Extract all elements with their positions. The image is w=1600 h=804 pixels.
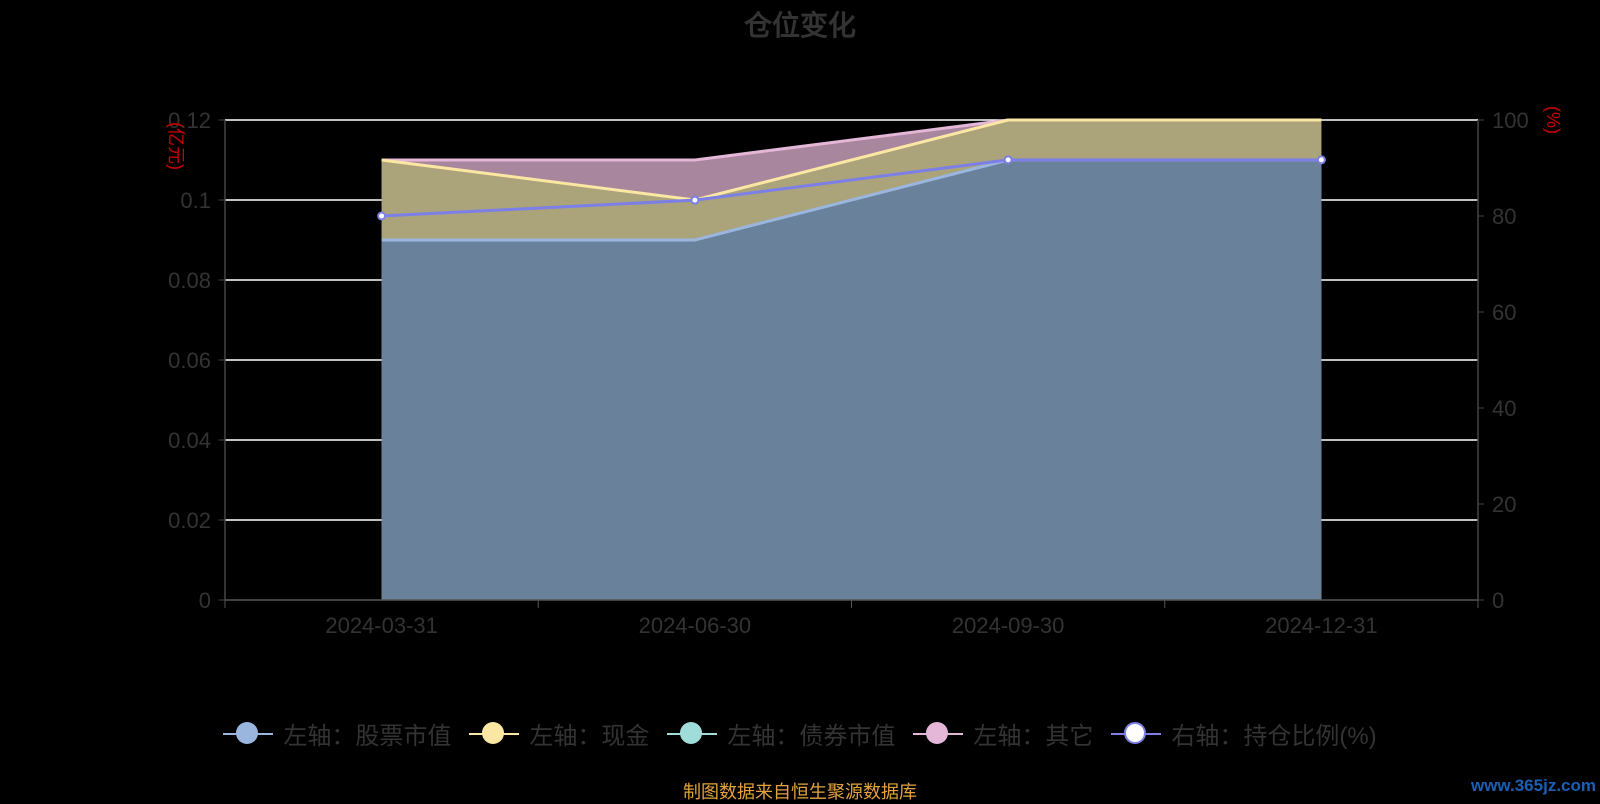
legend-swatch	[223, 719, 274, 749]
legend-label: 左轴：债券市值	[727, 723, 896, 750]
legend-swatch	[913, 719, 964, 749]
watermark: www.365jz.com	[1470, 776, 1596, 795]
right-tick-label: 100	[1492, 108, 1529, 133]
ratio-series	[377, 155, 1326, 221]
legend-label: 右轴：持仓比例(%)	[1171, 723, 1377, 750]
legend: 左轴：股票市值 左轴：现金 左轴：债券市值 左轴：其它 右轴：持仓比例(%)	[0, 716, 1600, 751]
ratio-point	[377, 211, 387, 221]
left-tick-label: 0.06	[168, 348, 211, 373]
legend-marker-icon	[236, 721, 259, 744]
right-axis-unit: (%)	[1543, 106, 1563, 134]
ratio-point	[1003, 155, 1013, 165]
legend-swatch	[667, 719, 718, 749]
right-tick-label: 80	[1492, 204, 1516, 229]
legend-marker-icon	[926, 721, 949, 744]
x-tick-label: 2024-03-31	[325, 613, 438, 638]
x-tick-label: 2024-09-30	[952, 613, 1065, 638]
legend-item-stock[interactable]: 左轴：股票市值	[223, 716, 451, 751]
right-tick-label: 40	[1492, 396, 1516, 421]
area-series	[381, 118, 1322, 600]
right-tick-label: 0	[1492, 588, 1504, 613]
legend-marker-icon	[680, 721, 703, 744]
left-axis-unit: (亿元)	[166, 122, 186, 170]
area-stock	[381, 160, 1322, 600]
legend-item-ratio[interactable]: 右轴：持仓比例(%)	[1111, 716, 1377, 751]
left-tick-label: 0.04	[168, 428, 211, 453]
left-tick-label: 0.12	[168, 108, 211, 133]
legend-swatch	[1111, 719, 1162, 749]
x-tick-label: 2024-12-31	[1265, 613, 1378, 638]
ratio-point	[1316, 155, 1326, 165]
left-tick-label: 0.02	[168, 508, 211, 533]
legend-item-cash[interactable]: 左轴：现金	[469, 716, 649, 751]
x-tick-label: 2024-06-30	[639, 613, 752, 638]
right-tick-label: 20	[1492, 492, 1516, 517]
legend-label: 左轴：现金	[529, 723, 650, 750]
legend-item-bond[interactable]: 左轴：债券市值	[667, 716, 895, 751]
legend-marker-icon	[482, 721, 505, 744]
legend-label: 左轴：其它	[973, 723, 1094, 750]
left-tick-label: 0	[199, 588, 211, 613]
chart-title: 仓位变化	[743, 10, 856, 41]
ratio-point	[690, 195, 700, 205]
legend-item-other[interactable]: 左轴：其它	[913, 716, 1093, 751]
legend-marker-icon	[1124, 721, 1147, 744]
right-tick-label: 60	[1492, 300, 1516, 325]
left-tick-label: 0.1	[180, 188, 211, 213]
position-change-chart: 0 0.02 0.04 0.06 0.08 0.1 0.12 0 20 40 60 80 100 2024…	[166, 106, 1563, 638]
axes: 0 0.02 0.04 0.06 0.08 0.1 0.12 0 20 40 60 80 100 2024…	[166, 106, 1563, 638]
line-cash	[381, 118, 1322, 202]
legend-label: 左轴：股票市值	[283, 723, 452, 750]
legend-swatch	[469, 719, 520, 749]
left-tick-label: 0.08	[168, 268, 211, 293]
line-ratio	[381, 158, 1322, 218]
data-source-note: 制图数据来自恒生聚源数据库	[683, 782, 917, 802]
